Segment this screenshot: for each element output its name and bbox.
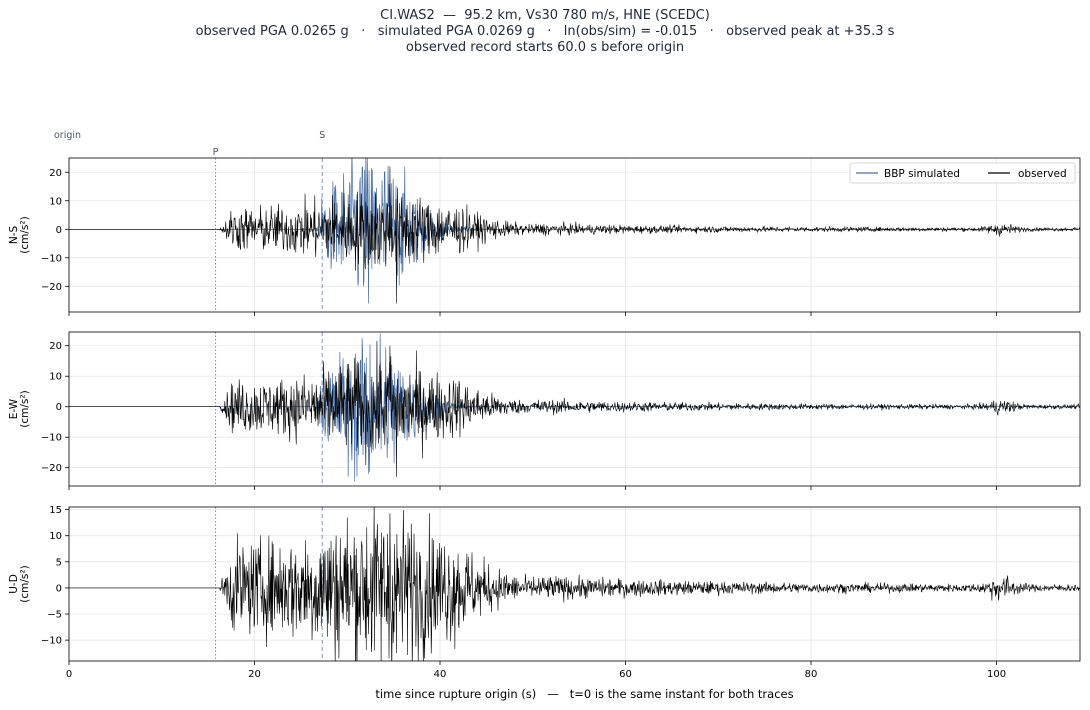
title-line-3: observed record starts 60.0 s before ori… [405,40,685,55]
y-tick-label: 10 [49,196,62,207]
y-axis-label: (cm/s²) [19,390,31,427]
y-tick-label: 0 [56,402,62,413]
x-tick-label: 80 [805,669,818,680]
traces [69,158,1080,304]
y-axis-label: U-D [8,574,20,594]
observed-trace [69,166,1080,304]
panel-frame [68,506,1081,662]
y-tick-label: −10 [41,253,62,264]
y-tick-label: −20 [41,463,62,474]
y-tick-label: −20 [41,282,62,293]
y-axis-label: E-W [8,398,20,419]
marker-label-origin: origin [54,130,81,141]
x-tick-label: 100 [987,669,1006,680]
x-tick-label: 0 [66,669,72,680]
y-tick-label: 20 [49,168,62,179]
y-tick-label: 5 [56,557,62,568]
y-tick-label: 0 [56,583,62,594]
marker-label-s: S [319,130,325,141]
y-tick-label: 15 [49,505,62,516]
panel-ud: −10 −5 0 5 10 15 0 20 40 60 80 100 U-D (cm/s²) [8,505,1081,680]
y-axis-label: (cm/s²) [19,565,31,602]
legend-label-simulated: BBP simulated [884,168,960,180]
legend-box [849,162,1076,184]
figure-title: CI.WAS2 — 95.2 km, Vs30 780 m/s, HNE (SC… [0,8,1090,56]
legend-label-observed: observed [1018,168,1067,180]
y-axis-label: N-S [8,226,20,245]
x-axis-label: time since rupture origin (s) — t=0 is t… [375,687,793,701]
traces [69,333,1080,482]
y-tick-label: 10 [49,531,62,542]
x-tick-label: 40 [434,669,447,680]
y-tick-label: 20 [49,341,62,352]
marker-label-p: P [213,147,219,158]
y-tick-label: 0 [56,225,62,236]
panel-ns: −20 −10 0 10 20 N-S (cm/s²) [8,157,1081,316]
panel-frame [68,331,1081,487]
legend: BBP simulated observed [849,162,1076,184]
y-tick-label: −10 [41,433,62,444]
traces [69,507,1080,661]
observed-trace [69,340,1080,477]
x-tick-label: 20 [248,669,261,680]
x-tick-label: 60 [619,669,632,680]
y-tick-label: −5 [47,610,62,621]
panel-frame [68,157,1081,313]
y-axis-label: (cm/s²) [19,216,31,253]
title-line-1: CI.WAS2 — 95.2 km, Vs30 780 m/s, HNE (SC… [380,8,710,23]
y-tick-label: 10 [49,372,62,383]
panel-ew: −20 −10 0 10 20 E-W (cm/s²) [8,331,1081,490]
title-line-2: observed PGA 0.0265 g · simulated PGA 0.… [195,24,895,39]
observed-trace [69,507,1080,661]
y-tick-label: −10 [41,636,62,647]
